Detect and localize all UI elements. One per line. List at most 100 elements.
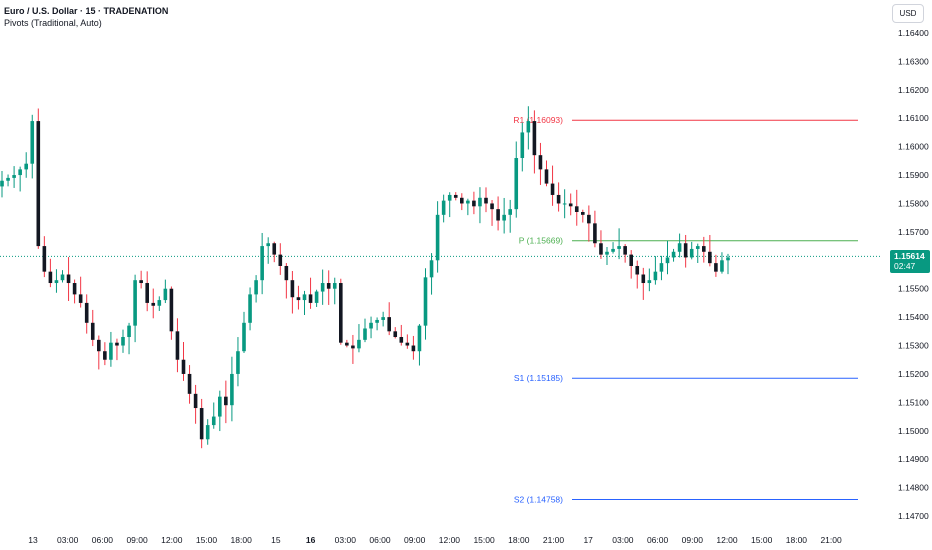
time-tick-label: 03:00 [612,535,634,545]
candle-body [423,277,428,326]
candle-body [647,280,652,284]
price-tick-label: 1.16000 [898,142,929,152]
candle-body [193,393,198,409]
price-axis: 1.16400 1.16300 1.16200 1.16100 1.16000 1.159… [898,28,929,521]
time-tick-label: 15:00 [473,535,495,545]
symbol-title[interactable]: Euro / U.S. Dollar · 15 · TRADENATION [4,6,169,16]
candle-body [538,155,543,170]
time-tick-label: 03:00 [335,535,357,545]
time-tick-label: 15:00 [751,535,773,545]
candle-body [683,243,688,258]
candle-body [78,294,83,303]
candle-body [30,121,35,164]
candle-body [363,328,367,340]
price-tick-label: 1.15700 [898,227,929,237]
time-tick-label: 15 [271,535,281,545]
time-tick-label: 12:00 [716,535,738,545]
indicator-label[interactable]: Pivots (Traditional, Auto) [4,18,102,28]
candle-body [460,197,464,204]
candle-body [224,396,228,406]
candle-body [163,288,168,301]
time-tick-label: 18:00 [508,535,530,545]
candle-body [447,194,452,201]
candle-body [260,246,264,281]
candle-body [605,251,609,255]
candle-body [387,317,391,332]
candle-body [357,339,361,349]
time-tick-label: 03:00 [57,535,79,545]
candle-body [326,283,331,289]
time-tick-label: 12:00 [439,535,461,545]
candle-body [290,280,295,298]
candle-body [720,260,724,272]
candle-body [296,297,301,301]
candle-body [381,317,385,320]
candle-body [266,243,270,247]
candle-body [248,294,252,323]
candle-body [54,280,59,284]
candle-body [0,180,4,187]
candle-body [121,337,125,346]
candle-body [218,396,222,417]
candle-body [66,274,71,284]
candle-body [587,214,591,224]
price-tick-label: 1.16200 [898,85,929,95]
candle-body [97,339,101,352]
candle-body [556,194,561,204]
candle-body [272,243,277,255]
pivot-label-p: P (1.15669) [519,236,563,246]
time-tick-label: 21:00 [543,535,565,545]
candle-body [308,294,313,303]
candle-body [72,283,77,295]
candle-body [6,177,10,181]
candle-body [145,283,149,303]
time-axis: 13 03:00 06:00 09:00 12:00 15:00 18:00 15 16 03:0… [28,535,842,545]
candle-body [181,359,186,374]
candle-body [550,183,555,195]
price-tick-label: 1.15200 [898,369,929,379]
time-tick-label: 18:00 [786,535,808,545]
candle-body [490,203,494,210]
candle-body [466,200,470,204]
currency-button[interactable]: USD [892,4,924,23]
candle-body [677,243,682,252]
candle-body [568,203,573,207]
candle-body [139,280,143,284]
candle-body [708,251,712,264]
pivot-label-s2: S2 (1.14758) [514,495,563,505]
candle-body [405,342,410,346]
time-tick-label: 06:00 [369,535,391,545]
candle-body [665,257,670,264]
candle-body [278,254,283,266]
price-tick-label: 1.15000 [898,426,929,436]
price-tick-label: 1.14900 [898,454,929,464]
price-tick-label: 1.15100 [898,397,929,407]
candle-body [375,319,379,323]
candle-body [562,203,567,205]
candle-body [60,274,65,281]
candle-body [36,121,41,247]
time-tick-label: 17 [583,535,593,545]
last-price-value: 1.15614 [894,251,925,261]
time-tick-label: 12:00 [161,535,183,545]
candle-body [544,169,549,184]
price-tick-label: 1.15300 [898,341,929,351]
time-tick-label: 09:00 [682,535,704,545]
candle-body [714,263,718,272]
candle-body [332,283,337,289]
candle-body [127,325,131,338]
candle-body [653,271,658,281]
candle-body [236,351,240,374]
candle-body [351,345,355,349]
time-tick-label: 09:00 [126,535,148,545]
candle-body [689,248,694,258]
pivot-levels: R1 (1.16093) P (1.15669) S1 (1.15185) S2 (1… [0,115,880,505]
candle-body [629,254,633,266]
candles [0,106,730,449]
candle-body [520,132,525,159]
candle-body [399,337,404,343]
candle-body [417,325,422,352]
candle-body [339,283,343,343]
price-tick-label: 1.14800 [898,483,929,493]
